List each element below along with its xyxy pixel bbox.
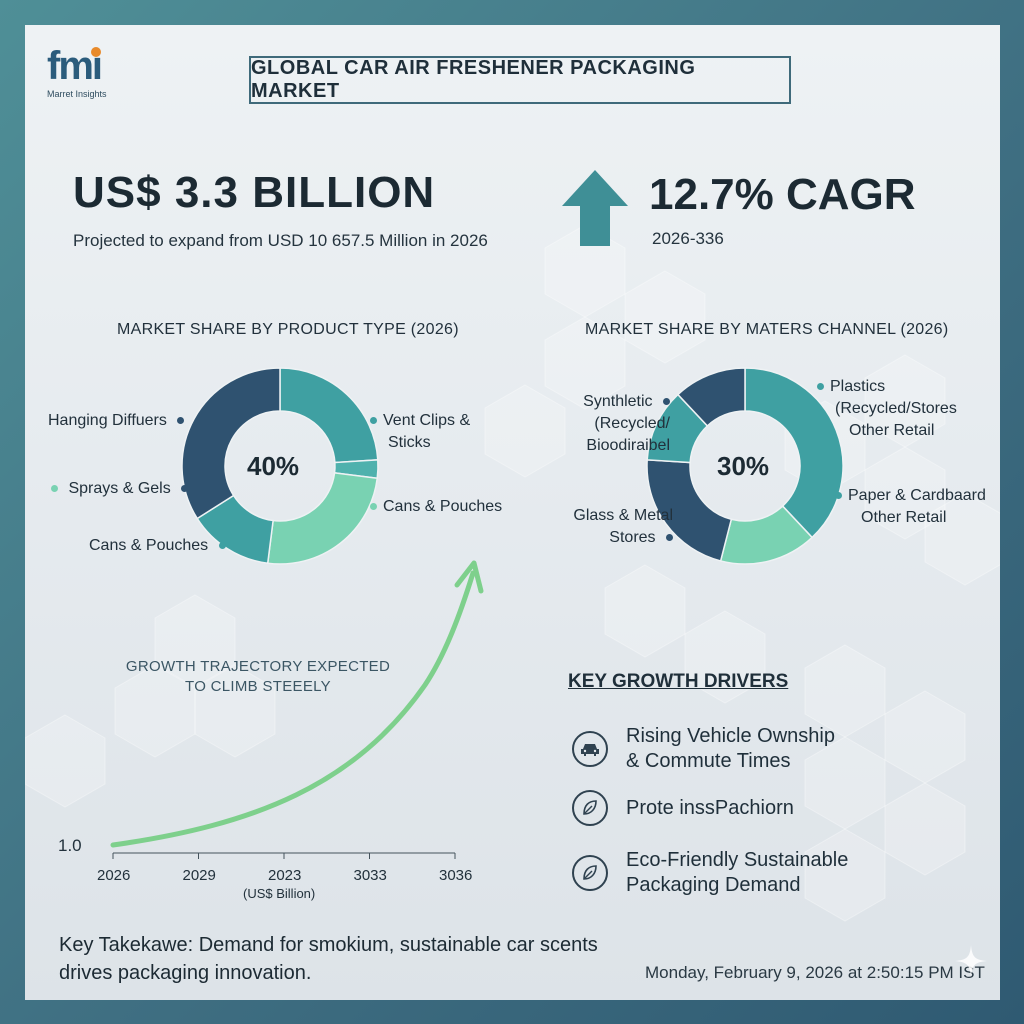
label-vent-clips: Vent Clips & Sticks — [370, 410, 470, 454]
legend-dot — [181, 485, 189, 493]
label-text-2: Sticks — [388, 434, 431, 451]
growth-trajectory-chart — [110, 560, 484, 859]
legend-dot — [370, 503, 377, 511]
logo-tagline: Marret Insights — [47, 89, 107, 99]
label-text-2: Stores — [609, 529, 656, 546]
label-synthetic: Synthletic (Recycled/ Bioodiraibel — [560, 391, 670, 457]
label-cans-pouches-left: Cans & Pouches — [89, 535, 226, 557]
arrow-up-icon — [562, 170, 628, 246]
page-title: GLOBAL CAR AIR FRESHENER PACKAGING MARKE… — [249, 56, 791, 104]
legend-dot — [666, 534, 673, 542]
key-drivers-title: KEY GROWTH DRIVERS — [568, 671, 789, 692]
cagr-value: 12.7% CAGR — [649, 170, 916, 219]
legend-dot — [218, 542, 226, 550]
charts-canvas — [110, 367, 844, 859]
driver-item-eco: Eco-Friendly Sustainable Packaging Deman… — [572, 848, 848, 898]
market-value: US$ 3.3 BILLION — [73, 168, 436, 217]
label-paper-cardboard: Paper & Cardbaard Other Retail — [835, 485, 986, 529]
label-text-3: Other Retail — [849, 422, 935, 439]
legend-dot — [835, 492, 842, 500]
donut-slice-5 — [676, 367, 746, 427]
label-text-3: Bioodiraibel — [586, 437, 670, 454]
cagr-period: 2026-336 — [652, 229, 724, 248]
x-axis-unit-label: (US$ Billion) — [243, 886, 316, 901]
label-cans-pouches-right: Cans & Pouches — [370, 496, 502, 518]
label-text: Hanging Diffuers — [48, 412, 167, 429]
driver-line-1: Eco-Friendly Sustainable — [626, 849, 849, 871]
key-takeaway: Key Takekawe: Demand for smokium, sustai… — [59, 934, 598, 984]
leaf-icon — [572, 790, 608, 826]
x-tick-label: 3036 — [439, 867, 473, 884]
growth-curve — [110, 570, 476, 848]
label-text-2: (Recycled/Stores — [835, 400, 957, 417]
label-hanging-diffusers: Hanging Diffuers — [48, 410, 185, 432]
driver-line-2: Packaging Demand — [626, 874, 801, 896]
material-channel-donut — [646, 367, 844, 565]
x-tick-label: 3033 — [353, 867, 387, 884]
driver-line-2: & Commute Times — [626, 750, 791, 772]
label-text: Plastics — [830, 378, 886, 395]
legend-dot — [663, 398, 670, 406]
fmi-logo: fmi Marret Insights — [47, 45, 107, 99]
label-text: Cans & Pouches — [383, 498, 503, 515]
legend-dot — [370, 417, 377, 425]
product-type-donut — [181, 367, 379, 565]
driver-text: Eco-Friendly Sustainable Packaging Deman… — [626, 848, 848, 898]
trajectory-label: GROWTH TRAJECTORY EXPECTED TO CLIMB STEE… — [125, 658, 391, 695]
driver-line-1: Rising Vehicle Ownship — [626, 725, 835, 747]
y-tick-label: 1.0 — [58, 836, 82, 855]
donut-slice-1 — [279, 367, 379, 464]
car-icon — [572, 731, 608, 767]
infographic-card: fmi Marret Insights GLOBAL CAR AIR FRESH… — [25, 25, 1000, 1000]
driver-item-protection: Prote inssPachiorn — [572, 790, 794, 826]
donut-slice-5 — [181, 367, 281, 520]
label-text-2: Other Retail — [861, 509, 947, 526]
timestamp: Monday, February 9, 2026 at 2:50:15 PM I… — [645, 963, 985, 982]
sparkle-icon — [955, 945, 987, 977]
driver-text: Rising Vehicle Ownship & Commute Times — [626, 724, 835, 774]
material-channel-chart-title: MARKET SHARE BY MATERS CHANNEL (2026) — [585, 321, 949, 338]
donut-slice-1 — [744, 367, 844, 539]
driver-item-vehicle: Rising Vehicle Ownship & Commute Times — [572, 724, 835, 774]
label-text: Cans & Pouches — [89, 537, 209, 554]
x-tick-label: 2026 — [97, 867, 131, 884]
donut2-center-label: 30% — [717, 451, 770, 481]
legend-dot — [817, 383, 824, 391]
label-text: Sprays & Gels — [68, 480, 171, 497]
x-tick-label: 2023 — [268, 867, 302, 884]
x-tick-label: 2029 — [182, 867, 216, 884]
logo-dot — [91, 47, 101, 57]
driver-text: Prote inssPachiorn — [626, 796, 794, 819]
product-type-chart-title: MARKET SHARE BY PRODUCT TYPE (2026) — [117, 321, 459, 338]
label-text: Vent Clips & — [383, 412, 471, 429]
legend-dot — [51, 485, 58, 493]
donut-slice-3 — [266, 472, 379, 565]
label-text: Synthletic — [583, 393, 653, 410]
label-text-2: (Recycled/ — [594, 415, 670, 432]
label-text: Paper & Cardbaard — [848, 487, 986, 504]
growth-arrowhead — [454, 560, 484, 594]
label-glass-metal: Glass & Metal Stores — [563, 505, 673, 549]
donut1-center-label: 40% — [247, 451, 300, 481]
market-value-subtitle: Projected to expand from USD 10 657.5 Mi… — [73, 231, 488, 250]
legend-dot — [177, 417, 185, 425]
leaf-icon — [572, 855, 608, 891]
label-sprays-gels: Sprays & Gels — [51, 478, 189, 500]
label-plastics: Plastics (Recycled/Stores Other Retail — [817, 376, 957, 442]
label-text: Glass & Metal — [573, 507, 673, 524]
